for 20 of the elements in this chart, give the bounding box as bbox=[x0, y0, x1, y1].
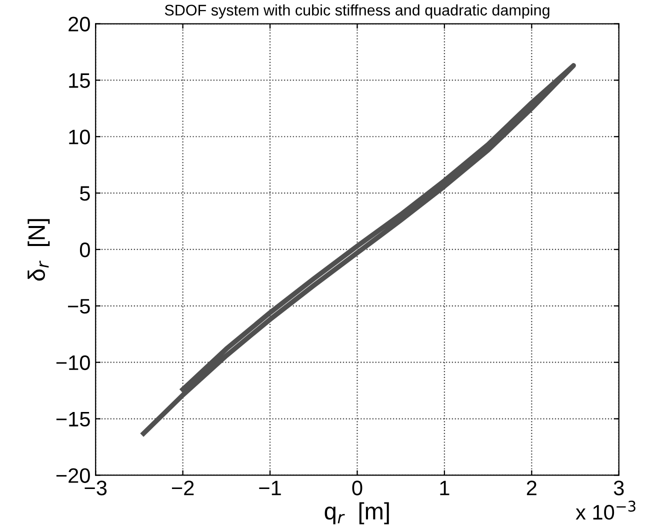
x-tick-label: 3 bbox=[614, 480, 624, 496]
x-tick-label: 2 bbox=[526, 480, 536, 496]
y-tick-label: 5 bbox=[80, 186, 90, 201]
text: x 10$^{−3}$ bbox=[576, 500, 636, 520]
x-tick-label: −2 bbox=[172, 480, 194, 496]
x-tick-label: 1 bbox=[440, 480, 450, 496]
y-tick-label: 10 bbox=[69, 130, 90, 144]
x-tick-label: −1 bbox=[259, 480, 281, 496]
y-tick-label: 0 bbox=[80, 242, 90, 258]
y-tick-label: −5 bbox=[68, 299, 90, 314]
y-tick-label: −20 bbox=[56, 468, 90, 483]
y-tick-label: −10 bbox=[56, 355, 90, 370]
y-tick-label: 20 bbox=[68, 16, 90, 32]
chart-title: SDOF system with cubic stiffness and quadratic damping bbox=[164, 4, 550, 19]
x-axis-title: q$_{r}$ [m] bbox=[324, 502, 389, 524]
y-axis-title: δ$_{r}$ [N] bbox=[28, 219, 50, 281]
y-tick-label: 15 bbox=[69, 73, 90, 88]
x-tick-label: 0 bbox=[352, 480, 362, 496]
y-tick-label: −15 bbox=[56, 412, 90, 427]
x-tick-label: −3 bbox=[84, 480, 107, 496]
